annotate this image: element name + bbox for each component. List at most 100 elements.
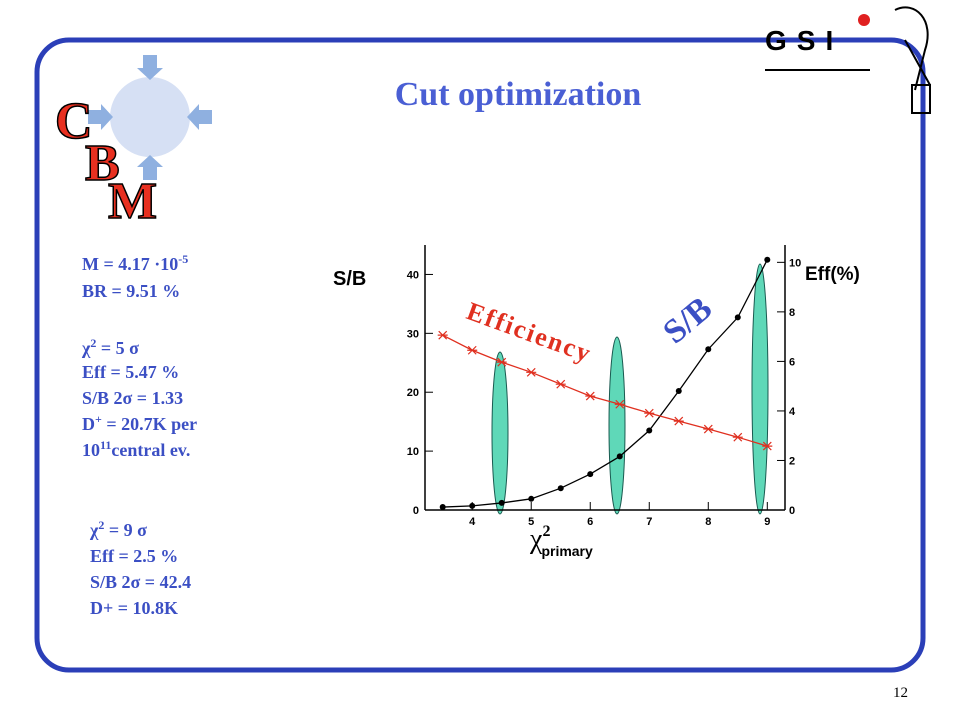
superscript: + — [95, 412, 102, 426]
highlight-ellipse — [608, 336, 626, 515]
point — [469, 502, 476, 509]
superscript: 2 — [98, 518, 104, 532]
info-line: D+ = 20.7K per — [82, 412, 197, 434]
y2-axis-label: Eff(%) — [805, 264, 860, 285]
info-text: χ — [89, 520, 99, 540]
info-text: χ — [81, 338, 91, 358]
info-text: S/B 2σ = 1.33 — [82, 388, 183, 408]
info-line: M = 4.17 ·10-5 — [82, 252, 188, 274]
info-text: 10 — [82, 440, 100, 460]
info-text: central ev. — [111, 440, 190, 460]
logo-sphere — [110, 77, 190, 157]
y2-tick-label: 0 — [789, 505, 795, 517]
point — [646, 427, 653, 434]
info-line: BR = 9.51 % — [82, 281, 180, 301]
superscript: -5 — [178, 252, 188, 266]
info-line: Eff = 2.5 % — [90, 546, 178, 566]
point — [614, 399, 625, 409]
y-axis-label: S/B — [333, 268, 366, 290]
superscript: 2 — [90, 336, 96, 350]
point — [616, 453, 623, 460]
y-tick-label: 30 — [407, 328, 419, 340]
point — [764, 256, 771, 263]
x-axis-label: χ2 primary — [529, 523, 593, 559]
logo-letter: M — [108, 173, 157, 230]
point — [734, 314, 741, 321]
point — [467, 345, 478, 355]
y-tick-label: 10 — [407, 446, 419, 458]
y2-tick-label: 6 — [789, 356, 795, 368]
y2-tick-label: 8 — [789, 307, 795, 319]
point — [587, 471, 594, 478]
page-number: 12 — [893, 685, 908, 701]
info-text: = 5 σ — [96, 338, 139, 358]
info-line: Eff = 5.47 % — [82, 362, 179, 382]
logo-letter: B — [85, 135, 120, 192]
info-line: S/B 2σ = 42.4 — [90, 572, 191, 592]
point — [498, 499, 505, 506]
info-text: M = 4.17 ·10 — [82, 254, 178, 274]
highlight-ellipse — [751, 263, 769, 515]
slide-frame — [34, 37, 926, 673]
point — [703, 424, 714, 434]
info-text: = 20.7K per — [102, 414, 197, 434]
info-text: D+ = 10.8K — [90, 598, 178, 618]
x-axis-label-base: χ — [529, 524, 543, 555]
superscript: 11 — [100, 438, 111, 452]
point — [585, 391, 596, 401]
gsi-dot — [858, 14, 870, 26]
info-line: D+ = 10.8K — [90, 598, 178, 618]
info-line: 1011central ev. — [82, 438, 190, 460]
gsi-ornament — [765, 6, 931, 91]
slide-title: Cut optimization — [395, 76, 642, 113]
y-tick-label: 0 — [413, 505, 419, 517]
series-line — [442, 334, 768, 447]
point — [526, 367, 537, 377]
info-text: BR = 9.51 % — [82, 281, 180, 301]
point — [673, 416, 684, 426]
gsi-logo: GSI — [765, 6, 931, 114]
x-tick-label: 6 — [587, 516, 593, 528]
y2-tick-label: 4 — [789, 406, 796, 418]
x-tick-label: 9 — [764, 516, 770, 528]
point — [644, 408, 655, 418]
cbm-logo: C B M — [54, 55, 212, 231]
logo-arrows — [88, 55, 212, 180]
y-tick-label: 20 — [407, 387, 419, 399]
gsi-text: GSI — [765, 25, 843, 56]
x-tick-label: 4 — [469, 516, 476, 528]
logo-letter: C — [55, 93, 93, 150]
point — [732, 432, 743, 442]
series-annotation: S/B — [656, 290, 719, 351]
x-axis-label-sub: primary — [541, 543, 593, 559]
point — [555, 379, 566, 389]
point — [439, 504, 446, 511]
highlight-ellipse — [491, 351, 509, 515]
series-line — [442, 259, 768, 508]
info-text: S/B 2σ = 42.4 — [90, 572, 191, 592]
point — [705, 346, 712, 353]
info-text: Eff = 2.5 % — [90, 546, 178, 566]
point — [496, 357, 507, 367]
point — [762, 441, 773, 451]
y2-tick-label: 2 — [789, 455, 795, 467]
x-tick-label: 7 — [646, 516, 652, 528]
point — [437, 330, 448, 340]
info-text: = 9 σ — [104, 520, 147, 540]
x-tick-label: 8 — [705, 516, 711, 528]
info-line: S/B 2σ = 1.33 — [82, 388, 183, 408]
x-tick-label: 5 — [528, 516, 534, 528]
info-text: Eff = 5.47 % — [82, 362, 179, 382]
point — [528, 495, 535, 502]
info-line: χ2 = 9 σ — [89, 518, 147, 540]
gsi-ornament — [911, 84, 931, 114]
point — [557, 485, 564, 492]
y2-tick-label: 10 — [789, 257, 801, 269]
info-line: χ2 = 5 σ — [81, 336, 139, 358]
point — [675, 388, 682, 395]
x-axis-label-sup: 2 — [542, 523, 550, 540]
info-text: D — [82, 414, 95, 434]
